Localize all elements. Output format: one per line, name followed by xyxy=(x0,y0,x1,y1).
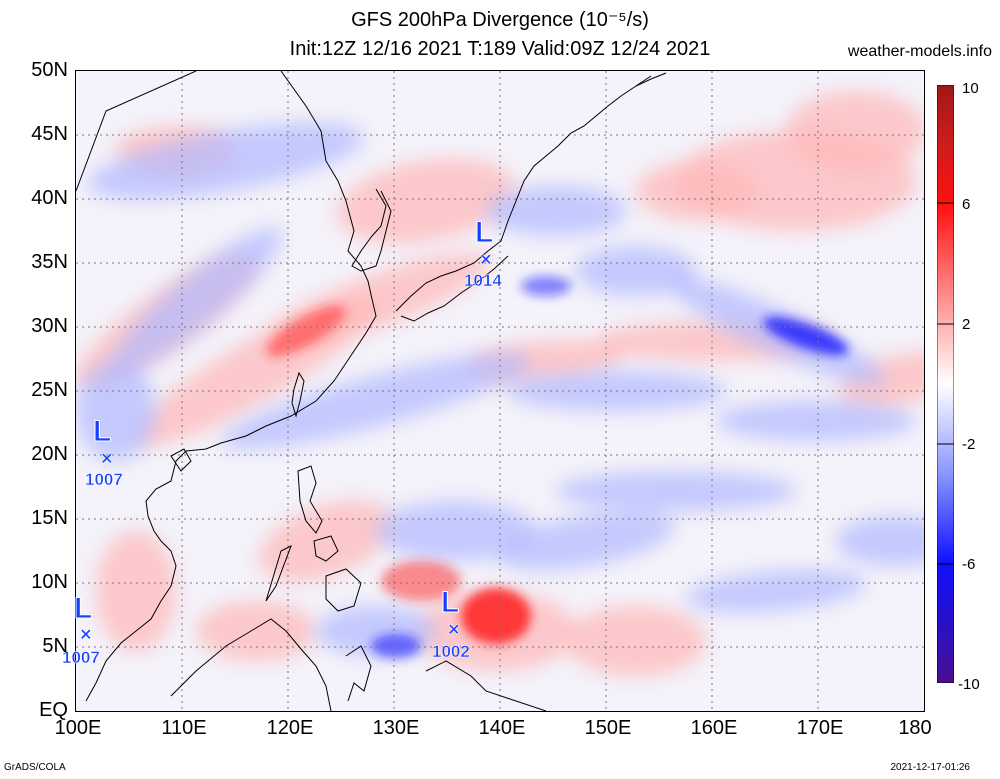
colorbar-label: 2 xyxy=(962,316,971,333)
field-blob xyxy=(381,561,461,601)
x-tick-label: 130E xyxy=(372,717,420,739)
coastline-kamchatka xyxy=(635,72,667,87)
coastline-asia xyxy=(76,71,377,702)
low-symbol: L xyxy=(440,586,460,619)
y-tick-label: 10N xyxy=(31,571,68,593)
map-title: GFS 200hPa Divergence (10⁻⁵/s) xyxy=(351,9,649,31)
low-symbol: L xyxy=(73,592,93,625)
field-blob xyxy=(716,401,916,441)
footer-software: GrADS/COLA xyxy=(4,762,66,773)
field-blob xyxy=(566,606,706,676)
low-pressure-value: 1002 xyxy=(432,642,470,661)
field-blob xyxy=(221,353,531,449)
divergence-map xyxy=(75,70,925,712)
site-label: weather-models.info xyxy=(847,43,992,60)
coastline-palawan xyxy=(265,544,292,602)
colorbar-gradient xyxy=(937,85,954,683)
field-blob xyxy=(196,601,316,661)
coastline-newguinea xyxy=(425,660,547,711)
y-tick-label: 35N xyxy=(31,251,68,273)
colorbar-label: -10 xyxy=(958,676,980,693)
low-center-marker: × xyxy=(480,249,492,271)
x-tick-label: 100E xyxy=(54,717,102,739)
colorbar xyxy=(937,85,954,683)
y-tick-label: 5N xyxy=(42,635,68,657)
x-tick-label: 110E xyxy=(161,717,207,739)
x-tick-label: 160E xyxy=(690,717,738,739)
x-tick-label: 170E xyxy=(796,717,844,739)
map-canvas xyxy=(76,71,924,711)
field-blob xyxy=(636,161,756,221)
x-tick-label: 150E xyxy=(584,717,632,739)
field-blob xyxy=(376,501,536,561)
y-tick-label: 25N xyxy=(31,379,68,401)
field-blob xyxy=(371,634,421,658)
y-tick-label: 30N xyxy=(31,315,68,337)
coastline-japan-south xyxy=(400,255,509,322)
low-center-marker: × xyxy=(448,619,460,641)
coastline-japan xyxy=(395,75,652,312)
coastline-luzon xyxy=(297,465,323,534)
y-tick-label: EQ xyxy=(39,699,68,721)
field-blob xyxy=(556,471,796,511)
field-blob xyxy=(76,361,156,461)
field-blob xyxy=(836,516,924,566)
colorbar-label: 10 xyxy=(962,80,979,97)
field-blob xyxy=(521,276,571,296)
field-blob xyxy=(576,246,696,296)
field-blob xyxy=(686,569,866,613)
field-blob xyxy=(259,500,393,582)
colorbar-label: -2 xyxy=(962,436,976,453)
field-blob xyxy=(763,316,849,356)
low-pressure-value: 1007 xyxy=(62,648,100,667)
low-symbol: L xyxy=(92,415,112,448)
y-tick-label: 40N xyxy=(31,187,68,209)
coastlines xyxy=(76,71,667,711)
map-subtitle: Init:12Z 12/16 2021 T:189 Valid:09Z 12/2… xyxy=(289,38,711,60)
coastline-sulawesi xyxy=(345,645,372,702)
field-blob xyxy=(266,305,346,357)
colorbar-label: 6 xyxy=(962,196,971,213)
field-blob xyxy=(110,227,282,375)
y-tick-label: 15N xyxy=(31,507,68,529)
y-tick-label: 50N xyxy=(31,59,68,81)
field-blob xyxy=(786,91,924,171)
y-tick-label: 20N xyxy=(31,443,68,465)
gridlines xyxy=(76,71,924,711)
x-tick-label: 140E xyxy=(478,717,526,739)
field-blob xyxy=(461,588,531,644)
strong-divergence-cores xyxy=(266,276,849,658)
x-tick-label: 120E xyxy=(266,717,314,739)
coastline-hainan xyxy=(170,448,192,472)
low-symbol: L xyxy=(474,216,494,249)
y-tick-label: 45N xyxy=(31,123,68,145)
field-blob xyxy=(486,186,626,236)
coastline-visayas xyxy=(313,535,339,562)
low-pressure-value: 1007 xyxy=(85,470,123,489)
field-blob xyxy=(96,531,176,651)
coastline-korea xyxy=(351,188,392,272)
coastline-borneo xyxy=(170,618,332,711)
footer-timestamp: 2021-12-17-01:26 xyxy=(890,762,970,773)
low-pressure-value: 1014 xyxy=(464,271,502,290)
x-tick-label: 180 xyxy=(898,717,932,739)
low-center-marker: × xyxy=(80,624,92,646)
field-blob xyxy=(88,122,364,200)
coastline-taiwan xyxy=(291,371,305,418)
low-center-marker: × xyxy=(101,448,113,470)
colorbar-label: -6 xyxy=(962,556,976,573)
coastline-mindanao xyxy=(325,568,362,612)
field-blob xyxy=(497,511,675,571)
